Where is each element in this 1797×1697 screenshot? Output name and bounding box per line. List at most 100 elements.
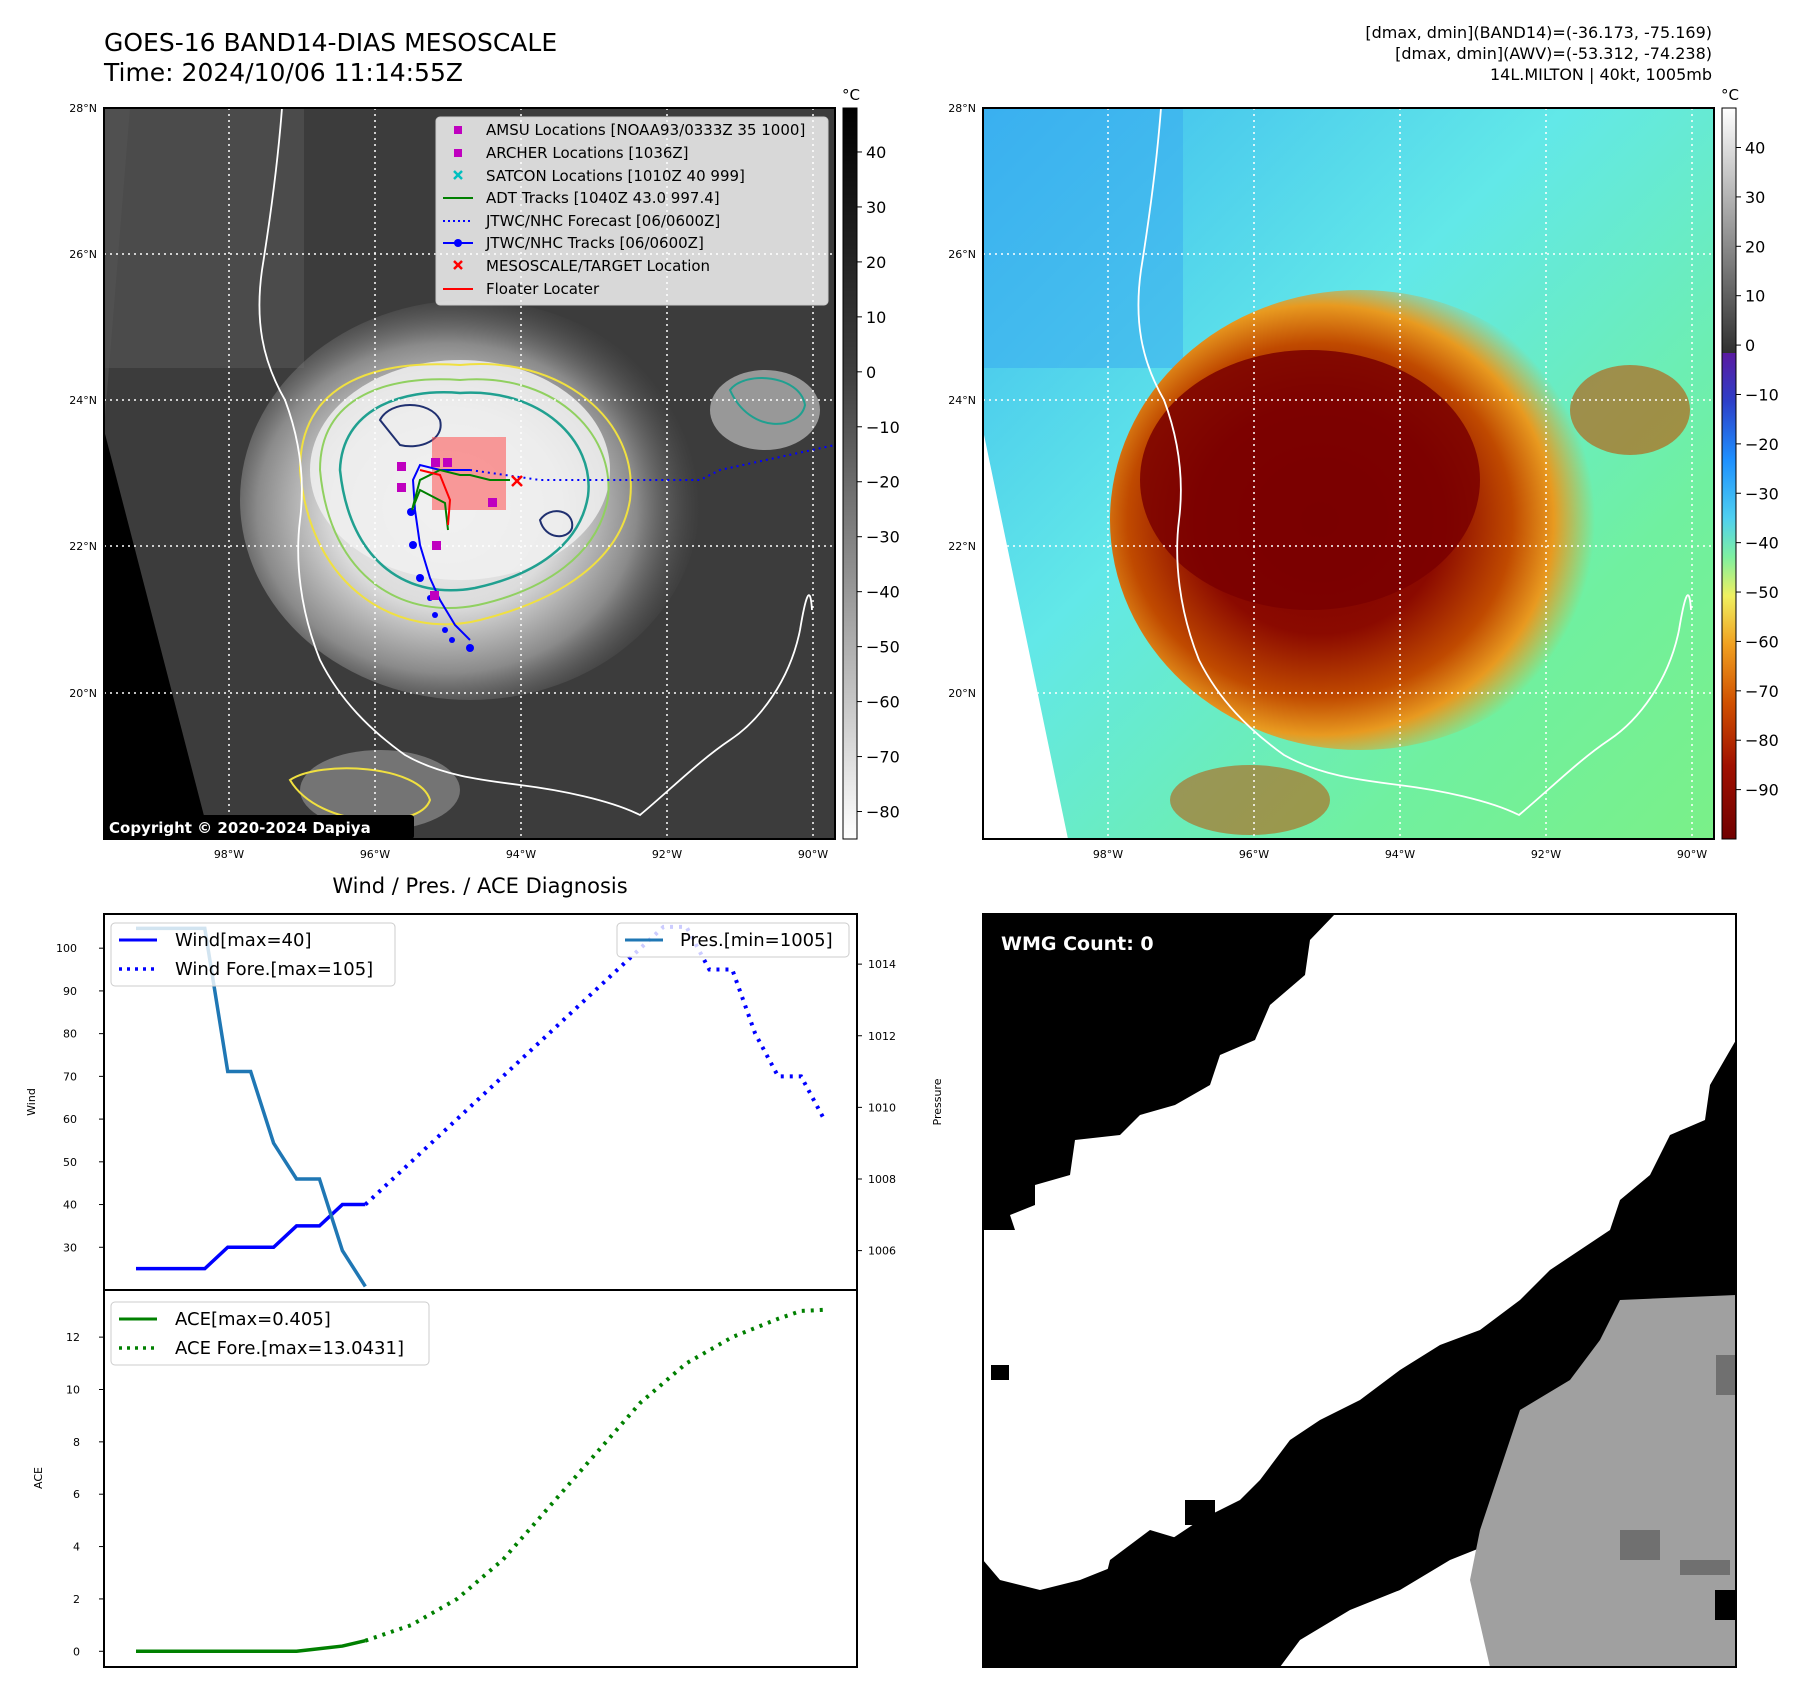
ace-axis-ticks: 12 10 8 6 4 2 0 <box>66 1331 104 1658</box>
ir-color-map <box>983 108 1714 839</box>
gray-cb-tick-label: 10 <box>866 308 886 327</box>
wind-fore-legend-label: Wind Fore.[max=105] <box>175 959 373 980</box>
color-lat-24: 24°N <box>948 394 976 407</box>
ace-tick-label: 4 <box>73 1541 80 1554</box>
pressure-axis-ticks: 1014 1012 1010 1008 1006 <box>857 958 896 1258</box>
ace-panel <box>103 1289 858 1668</box>
lon-label-90: 90°W <box>798 848 828 861</box>
ir-lon-labels: 98°W 96°W 94°W 92°W 90°W <box>214 848 828 861</box>
figure-time: Time: 2024/10/06 11:14:55Z <box>103 58 463 87</box>
wind-forecast-line <box>363 924 826 1207</box>
color-cb-tick-label: −10 <box>1745 385 1779 404</box>
wmg-black-region-north <box>983 914 1335 1230</box>
amsu-archer-locations <box>397 458 497 600</box>
wind-tick-label: 60 <box>63 1113 77 1126</box>
gray-cb-tick-label: 40 <box>866 143 886 162</box>
wmg-black-dot-2 <box>993 1648 1028 1664</box>
color-cb-tick-label: −40 <box>1745 534 1779 553</box>
color-cloud-south <box>1170 765 1330 835</box>
ace-tick-label: 10 <box>66 1383 80 1396</box>
ace-line <box>136 1638 366 1654</box>
wind-tick-label: 80 <box>63 1028 77 1041</box>
gray-cb-tick-label: −50 <box>866 638 900 657</box>
color-colorbar-cold <box>1722 353 1736 839</box>
tracks-legend-dot <box>454 239 462 247</box>
color-cloud-field-nw <box>983 108 1183 368</box>
color-colorbar-warm <box>1722 108 1736 353</box>
gray-cb-tick-label: −70 <box>866 748 900 767</box>
color-cb-tick-label: −20 <box>1745 435 1779 454</box>
color-cb-tick-label: −70 <box>1745 682 1779 701</box>
pressure-tick-label: 1008 <box>868 1173 896 1186</box>
amsu-legend-marker <box>454 126 462 134</box>
color-cloud-east <box>1570 365 1690 455</box>
color-cb-tick-label: 20 <box>1745 237 1765 256</box>
color-cb-tick-label: −50 <box>1745 583 1779 602</box>
ir-lat-labels: 28°N 26°N 24°N 22°N 20°N <box>69 102 97 700</box>
pressure-legend-box <box>616 922 850 958</box>
ir-contour-teal <box>338 391 590 592</box>
color-cb-tick-label: −90 <box>1745 781 1779 800</box>
color-cb-tick-label: 30 <box>1745 188 1765 207</box>
wind-legend-label: Wind[max=40] <box>175 930 312 951</box>
target-legend-marker <box>453 260 463 270</box>
ir-map-legend: AMSU Locations [NOAA93/0333Z 35 1000] AR… <box>435 116 829 306</box>
legend-amsu: AMSU Locations [NOAA93/0333Z 35 1000] <box>486 121 805 139</box>
ace-axis-label: ACE <box>32 1467 45 1489</box>
wmg-dark-gray-patch-2 <box>1680 1560 1730 1575</box>
color-gridlines <box>983 108 1714 839</box>
gray-cb-tick-label: −80 <box>866 803 900 822</box>
ace-tick-label: 0 <box>73 1645 80 1658</box>
color-lon-98: 98°W <box>1093 848 1123 861</box>
copyright-text: Copyright © 2020-2024 Dapiya <box>109 819 371 837</box>
figure-title: GOES-16 BAND14-DIAS MESOSCALE <box>104 28 557 57</box>
wind-tick-label: 30 <box>63 1241 77 1254</box>
ir-cloud-south <box>300 750 460 830</box>
ir-contour-green <box>318 378 610 609</box>
adt-track-branch <box>411 488 449 531</box>
gray-cb-tick-label: 20 <box>866 253 886 272</box>
lat-label-22: 22°N <box>69 540 97 553</box>
diagnosis-title: Wind / Pres. / ACE Diagnosis <box>332 874 627 898</box>
color-cb-tick-label: −80 <box>1745 731 1779 750</box>
gray-cb-tick-label: 0 <box>866 363 876 382</box>
wmg-dark-gray-patch-1 <box>1620 1530 1660 1560</box>
color-lon-labels: 98°W 96°W 94°W 92°W 90°W <box>1093 848 1707 861</box>
gray-cb-tick-label: −30 <box>866 528 900 547</box>
color-lat-26: 26°N <box>948 248 976 261</box>
archer-legend-marker <box>454 149 462 157</box>
ir-cloud-east <box>710 370 820 450</box>
wind-tick-label: 100 <box>56 942 77 955</box>
color-cb-tick-label: −30 <box>1745 484 1779 503</box>
pressure-tick-label: 1006 <box>868 1245 896 1258</box>
ace-series-group <box>135 1307 825 1654</box>
lat-label-26: 26°N <box>69 248 97 261</box>
ir-cloud-field-nw <box>104 108 304 368</box>
ace-tick-label: 8 <box>73 1436 80 1449</box>
satcon-legend-marker <box>453 170 463 180</box>
color-cb-tick-label: 40 <box>1745 139 1765 158</box>
lon-label-98: 98°W <box>214 848 244 861</box>
color-colorbar-unit: °C <box>1721 86 1739 104</box>
floater-box <box>432 437 506 510</box>
pressure-tick-label: 1014 <box>868 958 896 971</box>
lat-label-24: 24°N <box>69 394 97 407</box>
wmg-black-patch-edge <box>1715 1590 1736 1620</box>
pressure-legend: Pres.[min=1005] <box>616 922 850 958</box>
wind-axis-ticks: 100 90 80 70 60 50 40 30 <box>56 942 104 1254</box>
wmg-panel <box>983 914 1736 1667</box>
stats-band14: [dmax, dmin](BAND14)=(-36.173, -75.169) <box>1365 23 1712 42</box>
color-lon-96: 96°W <box>1239 848 1269 861</box>
wmg-black-blob-1 <box>1100 1530 1200 1620</box>
lat-label-28: 28°N <box>69 102 97 115</box>
ir-no-data-region <box>104 430 210 839</box>
ace-tick-label: 6 <box>73 1488 80 1501</box>
wind-tick-label: 50 <box>63 1156 77 1169</box>
wmg-dark-gray-patch-3 <box>1716 1355 1736 1395</box>
wmg-gray-region <box>1470 1295 1736 1667</box>
gray-cb-tick-label: −20 <box>866 473 900 492</box>
color-coastline <box>1137 108 1692 817</box>
ace-forecast-line <box>364 1307 825 1643</box>
legend-forecast: JTWC/NHC Forecast [06/0600Z] <box>485 212 720 230</box>
